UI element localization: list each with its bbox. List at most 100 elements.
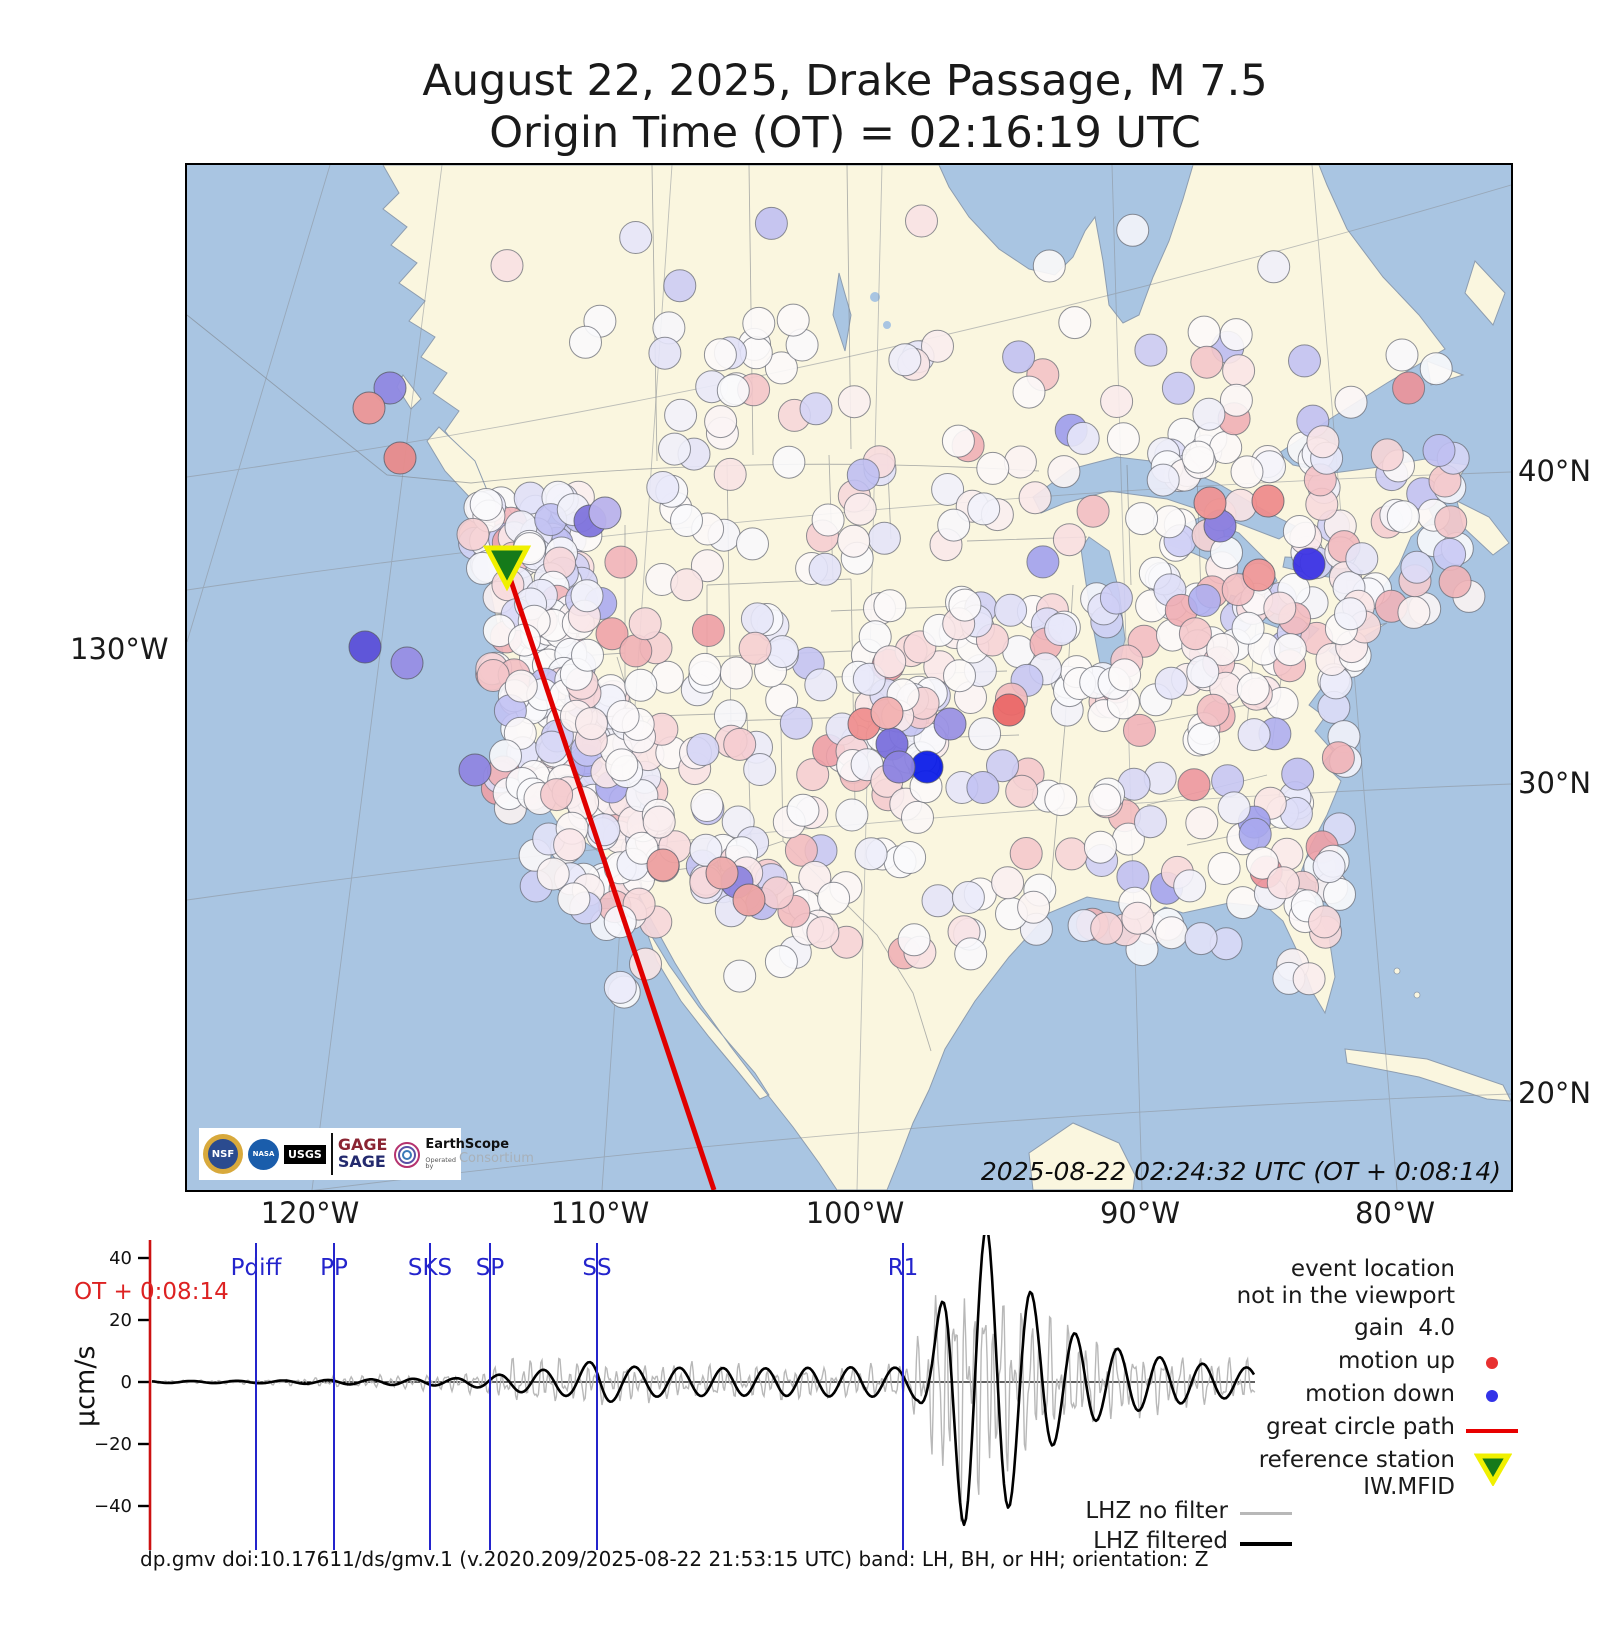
station-dot (835, 798, 869, 832)
station-dot (1217, 791, 1251, 825)
axis-label-80w: 80°W (1354, 1196, 1436, 1230)
station-dot (570, 579, 604, 613)
station-dot (1257, 250, 1291, 284)
phase-label-sp: SP (476, 1255, 505, 1281)
station-dot (1088, 783, 1122, 817)
station-dot (1032, 249, 1066, 283)
station-dot (1192, 397, 1226, 431)
station-dot (1281, 757, 1315, 791)
station-dot-notable (732, 883, 766, 917)
station-dot (948, 588, 982, 622)
station-dot (1146, 463, 1180, 497)
station-dot (893, 841, 927, 874)
station-dot (837, 524, 871, 558)
station-dot (811, 503, 845, 537)
station-dot (1116, 213, 1150, 247)
station-dot (1433, 537, 1467, 571)
station-dot (1187, 722, 1221, 756)
station-dot (723, 959, 757, 993)
figure-title-line1: August 22, 2025, Drake Passage, M 7.5 (422, 56, 1268, 106)
station-dot (604, 545, 638, 579)
station-dot (575, 707, 608, 741)
station-dot (1108, 658, 1142, 692)
station-dot-notable (1251, 484, 1285, 518)
station-dot (489, 739, 522, 773)
station-dot (991, 866, 1025, 900)
station-dot-notable (352, 391, 386, 425)
station-dot (1002, 340, 1036, 374)
station-dot (1083, 830, 1117, 864)
station-dot (994, 593, 1028, 627)
station-dot (1018, 481, 1052, 515)
station-dot (704, 405, 738, 439)
station-dot (1052, 523, 1086, 557)
station-dot (490, 249, 524, 283)
station-dot (888, 343, 922, 377)
station-dot (779, 706, 813, 740)
station-dot (1134, 333, 1168, 367)
station-dot (743, 753, 777, 786)
axis-label-40n: 40°N (1518, 454, 1592, 488)
station-dot (1306, 425, 1340, 459)
station-dot (1123, 713, 1156, 747)
station-dot-notable (1193, 486, 1227, 520)
station-dot (873, 645, 907, 679)
station-dot (1186, 655, 1220, 689)
station-dot (1066, 421, 1100, 455)
station-dot (1106, 422, 1140, 456)
station-dot-notable (933, 707, 967, 741)
station-dot (1100, 385, 1134, 418)
station-dot (1055, 837, 1088, 871)
station-dot-notable (1292, 547, 1326, 581)
station-dot (967, 492, 1001, 526)
station-dot (858, 620, 892, 654)
station-dot (605, 748, 639, 782)
station-dot (1231, 611, 1265, 645)
usgs-logo-icon: USGS (284, 1144, 326, 1164)
station-dot (931, 473, 965, 506)
station-dot (951, 881, 985, 914)
station-dot (986, 749, 1019, 783)
station-dot (1334, 385, 1368, 419)
station-dot (569, 325, 602, 359)
station-dot (1226, 886, 1260, 920)
station-dot (1152, 505, 1186, 539)
logo-divider (330, 1133, 333, 1175)
station-dot (776, 303, 810, 337)
y-tick-label: 40 (109, 1248, 132, 1269)
station-dot (624, 668, 658, 702)
y-axis-title: µcm/s (70, 1346, 101, 1428)
station-dot (1245, 846, 1279, 880)
station-dot-notable (992, 693, 1026, 727)
y-axis-ticks: 40 20 0 −20 −40 (94, 1248, 150, 1517)
frame-timestamp: 2025-08-22 02:24:32 UTC (OT + 0:08:14) (980, 1157, 1501, 1186)
station-dot (1125, 502, 1159, 536)
great-circle-line-icon (1466, 1429, 1518, 1433)
station-dot (646, 471, 680, 504)
y-tick-label: 0 (121, 1372, 132, 1393)
phase-marker-lines: Pdiff PP SKS SP SS R1 (231, 1243, 918, 1550)
axis-label-90w: 90°W (1099, 1196, 1181, 1230)
station-dot (854, 837, 888, 871)
station-dot (1134, 805, 1167, 839)
y-tick-label: −20 (94, 1434, 132, 1455)
station-dot (941, 424, 975, 458)
station-dot (1161, 371, 1195, 405)
nsf-logo-icon: NSF (203, 1134, 243, 1174)
station-dot (937, 508, 971, 542)
station-dot (1222, 354, 1256, 388)
station-dot (703, 338, 737, 372)
station-dots-layer (348, 204, 1486, 1009)
motion-down-dot-icon (1486, 1390, 1498, 1402)
station-dot-notable (910, 750, 944, 784)
station-dot-notable (870, 696, 904, 730)
station-dot (796, 758, 830, 792)
station-dot (663, 269, 697, 303)
station-dot (1184, 922, 1218, 956)
station-dot (642, 805, 676, 839)
station-dot (1178, 617, 1212, 651)
station-dot (1397, 595, 1431, 629)
small-lake (883, 321, 891, 329)
station-dot (1196, 693, 1230, 727)
earthscope-spiral-icon (392, 1140, 421, 1168)
